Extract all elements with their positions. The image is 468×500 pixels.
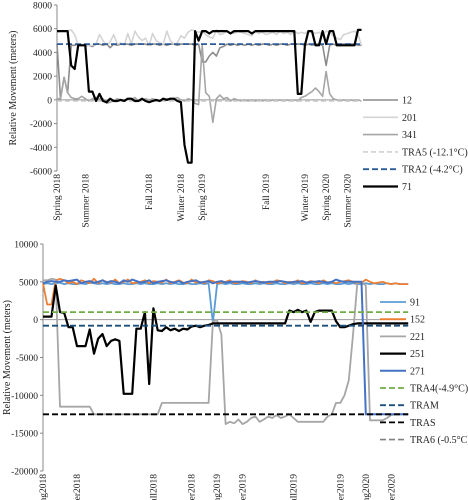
y-tick-label: -10000 [11,392,38,402]
legend-label: TRA2 (-4.2°C) [402,165,463,176]
legend-label: 201 [402,113,417,124]
y-tick-label: 4000 [33,49,52,59]
x-tick-label: Winter 2019 [301,174,311,222]
legend-label: 91 [410,298,420,309]
x-tick-label: Spring2019 [213,474,223,500]
x-tick-label: Summer2019 [239,474,249,500]
y-tick-label: -5000 [16,354,38,364]
legend-label: 152 [410,315,425,326]
y-tick-label: 8000 [33,2,52,12]
legend-label: TRAS [410,418,436,429]
x-tick-label: Summer2018 [73,474,83,500]
x-tick-label: Spring2018 [39,474,49,500]
series-line-221 [43,277,409,426]
x-tick-label: Fall 2019 [262,174,272,210]
x-tick-label: Winter2019 [336,474,346,500]
x-tick-label: Summer 2020 [343,174,353,228]
y-axis-label: Relative Movement (meters) [2,300,13,415]
y-tick-label: -4000 [30,144,52,154]
legend-label: 341 [402,130,417,141]
x-tick-label: Fall2019 [290,474,300,500]
y-tick-label: 2000 [33,73,52,83]
legend-label: 71 [402,182,412,193]
legend-label: 251 [410,349,425,360]
y-tick-label: -20000 [11,468,38,478]
y-tick-label: 10000 [14,241,38,251]
x-tick-label: Summer2020 [387,474,397,500]
legend-label: 221 [410,332,425,343]
x-tick-label: Spring 2020 [322,174,332,221]
series-line-91 [42,281,409,324]
series-line-71 [57,28,362,164]
y-tick-label: 0 [47,96,52,106]
series-line-341 [57,44,362,124]
x-tick-label: Winter2018 [188,474,198,500]
series-line-251 [43,284,409,395]
x-tick-label: Spring 2019 [198,174,208,221]
chart-2: -20000 -15000 -10000 -5000 0 5000 10000 Relativ… [2,241,468,500]
y-tick-label: -2000 [30,120,52,130]
series-line-12 [56,43,362,100]
x-tick-label: Spring2020 [362,474,372,500]
legend-label: TRA5 (-12.1°C) [402,147,468,158]
legend-label: 12 [402,96,412,107]
y-tick-label: 6000 [33,25,52,35]
x-tick-label: Spring 2018 [53,174,63,221]
x-tick-label: Fall2018 [149,474,159,500]
x-tick-label: Fall 2018 [145,174,155,210]
legend-label: 271 [410,366,425,377]
y-tick-label: -15000 [11,430,38,440]
legend: 91 152 221 251 271 TRA4(-4.9°C) TRAM TRAS TRA6 (… [380,298,468,446]
chart-1: -6000 -4000 -2000 0 2000 4000 6000 8000 Relative… [8,2,468,228]
x-tick-label: Winter 2018 [177,174,187,222]
x-tick-label: Summer 2018 [81,174,91,228]
y-tick-label: -6000 [30,168,52,178]
legend-label: TRA4(-4.9°C) [410,384,468,395]
legend-label: TRA6 (-0.5°C) [410,435,468,446]
y-tick-label: 5000 [19,278,38,288]
legend: 12 201 341 TRA5 (-12.1°C) TRA2 (-4.2°C) 71 [363,96,468,193]
series-line-271 [42,278,409,416]
y-axis-label: Relative Movement (meters) [8,31,19,146]
y-tick-label: 0 [33,316,38,326]
legend-label: TRAM [410,401,439,412]
